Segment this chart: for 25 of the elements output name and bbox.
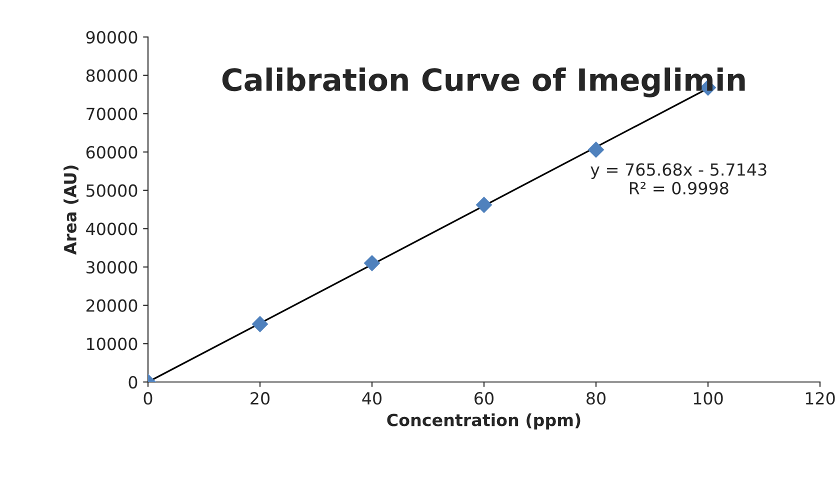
y-tick-label: 50000 [86, 184, 138, 197]
x-tick-label: 100 [694, 392, 723, 405]
x-axis-title: Concentration (ppm) [387, 413, 580, 430]
annotation: y = 765.68x - 5.7143 R² = 0.9998 [590, 163, 766, 194]
point [364, 254, 380, 272]
x-tick-label: 120 [806, 392, 835, 405]
x-tick-label: 40 [362, 392, 382, 405]
y-tick-label: 70000 [86, 108, 138, 120]
y-tick-label: 10000 [87, 338, 138, 350]
y-tick-label: 90000 [86, 30, 138, 44]
point [588, 141, 604, 158]
point [476, 196, 492, 214]
y-tick-label: 30000 [86, 260, 138, 274]
y-tick-label: 0 [128, 376, 138, 389]
y-axis-title: Area (AU) [64, 166, 78, 255]
x-tick-label: 0 [144, 392, 152, 405]
y-tick-label: 40000 [86, 222, 138, 236]
x-tick-label: 20 [250, 392, 270, 405]
x-tick-label: 60 [474, 392, 494, 405]
point [252, 316, 268, 332]
y-tick-label: 80000 [86, 69, 138, 82]
y-tick-label: 60000 [86, 146, 138, 159]
y-tick-label: 20000 [86, 299, 138, 312]
text: Calibration Curve of Imeglimin [222, 68, 745, 98]
x-tick-label: 80 [586, 392, 606, 405]
